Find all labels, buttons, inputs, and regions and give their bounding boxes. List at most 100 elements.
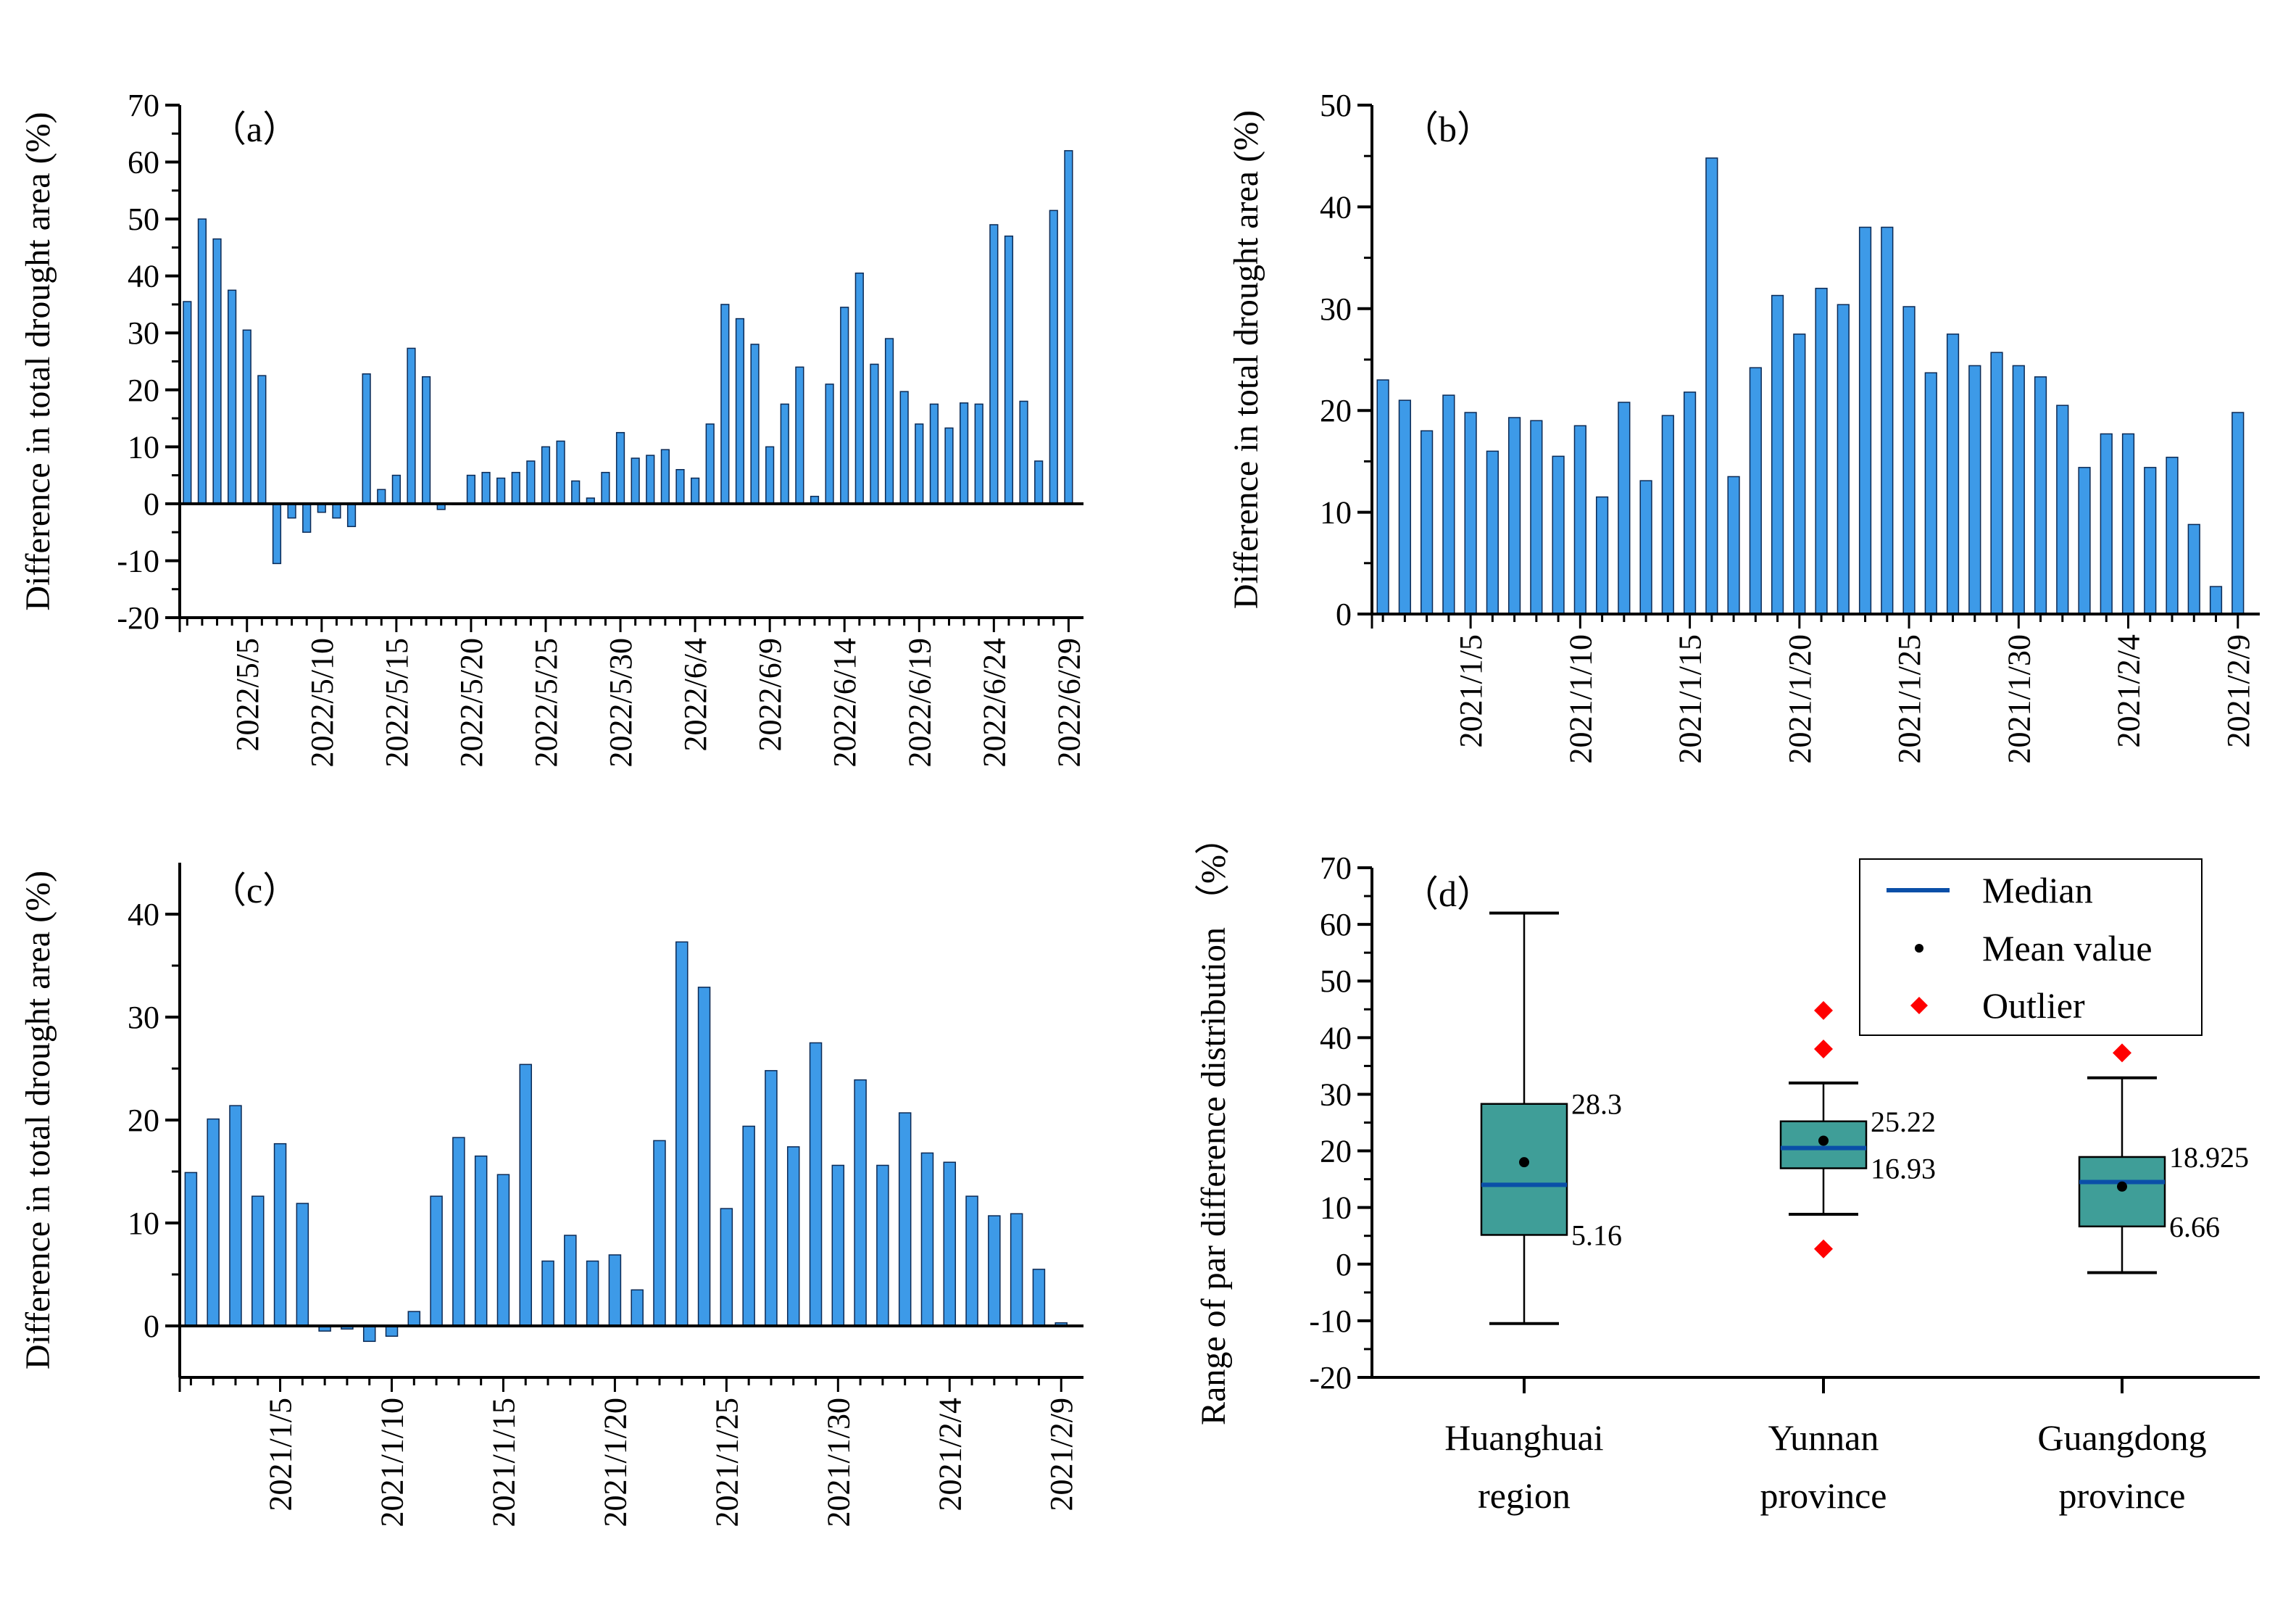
- bar: [765, 446, 775, 505]
- bar: [407, 1311, 421, 1327]
- bar: [229, 1105, 242, 1327]
- bar: [519, 1063, 533, 1327]
- bar: [1032, 1269, 1046, 1327]
- y-tick-label: 30: [1320, 1077, 1352, 1112]
- bar: [556, 440, 565, 505]
- x-tick-label: 2022/6/19: [902, 638, 937, 767]
- bar: [407, 347, 416, 505]
- y-tick-label: 0: [144, 1309, 159, 1344]
- bar: [974, 403, 983, 505]
- x-tick-label: 2021/1/5: [263, 1398, 299, 1511]
- category-label-line2: province: [1760, 1475, 1887, 1516]
- y-tick-label: 30: [128, 315, 159, 351]
- bar: [988, 1215, 1001, 1327]
- y-axis-title: Range of par difference distribution （%）: [1194, 820, 1233, 1425]
- bar: [854, 1079, 867, 1327]
- bar: [920, 1152, 934, 1327]
- bar: [631, 457, 640, 505]
- bar: [346, 503, 357, 528]
- bar: [257, 375, 267, 505]
- y-tick-label: 0: [1336, 597, 1352, 632]
- bar: [646, 455, 655, 505]
- bar: [1464, 412, 1477, 615]
- bar: [272, 503, 282, 565]
- bar: [2078, 467, 2091, 615]
- y-tick-label: 0: [1336, 1247, 1352, 1282]
- x-tick-label: 2021/2/4: [2111, 634, 2147, 747]
- legend-outlier-swatch: [1910, 997, 1928, 1014]
- bar: [1507, 417, 1521, 615]
- x-tick-label: 2021/1/10: [375, 1398, 410, 1527]
- bar: [929, 403, 939, 505]
- bar: [1398, 399, 1411, 615]
- panel-a-bar-chart: -20 -10 0 10 20 30 40 50 60 70 Difference in total…: [19, 88, 1086, 767]
- y-tick-label: 50: [1320, 88, 1352, 123]
- bar: [786, 1146, 800, 1327]
- x-tick-label: 2021/1/20: [597, 1398, 633, 1527]
- bar: [496, 1174, 510, 1327]
- bar: [825, 383, 834, 505]
- category-label-line2: region: [1478, 1475, 1571, 1516]
- y-tick-label: 20: [128, 1103, 159, 1138]
- y-tick-label: 50: [128, 202, 159, 237]
- bar: [660, 449, 670, 505]
- x-tick-label: 2022/6/24: [976, 638, 1012, 767]
- bar: [1442, 394, 1455, 615]
- y-tick-label: 70: [128, 88, 159, 123]
- bar: [228, 289, 237, 505]
- x-tick-label: 2021/1/10: [1563, 634, 1598, 763]
- x-tick-label: 2022/5/10: [304, 638, 340, 767]
- bar: [854, 272, 864, 505]
- bar: [1004, 235, 1014, 505]
- bar: [2166, 457, 2179, 615]
- bar: [1946, 333, 1960, 615]
- bar: [675, 469, 685, 505]
- bar: [742, 1125, 755, 1327]
- bar: [2187, 523, 2200, 615]
- legend: Median Mean value Outlier: [1859, 858, 2203, 1036]
- bar: [207, 1118, 220, 1327]
- bar: [197, 218, 207, 505]
- bar: [675, 941, 689, 1327]
- outlier-marker: [1814, 1000, 1833, 1020]
- bar: [697, 987, 711, 1327]
- y-tick-label: 20: [1320, 393, 1352, 428]
- bar: [273, 1143, 287, 1327]
- bar: [2056, 405, 2069, 615]
- bar: [2100, 433, 2113, 615]
- bar: [541, 1260, 554, 1327]
- y-tick-label: 10: [1320, 1190, 1352, 1226]
- bar: [296, 1203, 309, 1327]
- bar: [251, 1195, 265, 1327]
- q3-label: 25.22: [1871, 1106, 1936, 1138]
- iqr-box: [1480, 1103, 1568, 1236]
- bar: [1530, 420, 1543, 615]
- q1-label: 6.66: [2169, 1211, 2220, 1243]
- bar: [653, 1140, 666, 1327]
- panel-label: （c）: [210, 870, 299, 911]
- y-tick-label: 50: [1320, 963, 1352, 999]
- bar: [795, 366, 804, 505]
- y-tick-label: 40: [128, 897, 159, 932]
- bar: [809, 1042, 823, 1327]
- bar: [840, 307, 849, 505]
- bar: [242, 329, 251, 505]
- y-tick-label: -20: [1309, 1360, 1352, 1396]
- q3-label: 18.925: [2169, 1141, 2249, 1174]
- y-tick-label: 70: [1320, 850, 1352, 886]
- bar: [1639, 480, 1652, 615]
- y-axis-title: Difference in total drought area (%): [19, 871, 57, 1369]
- x-tick-label: 2021/1/25: [1892, 634, 1927, 763]
- panel-c-bar-chart: 0 10 20 30 40 Difference in total drought are…: [19, 863, 1083, 1527]
- y-tick-label: 20: [1320, 1134, 1352, 1169]
- x-tick-label: 2021/2/4: [932, 1398, 968, 1511]
- bar: [870, 363, 879, 505]
- y-tick-label: 0: [144, 486, 159, 522]
- bar: [1683, 391, 1697, 615]
- bar: [899, 391, 909, 505]
- category-label-line2: province: [2059, 1475, 2186, 1516]
- bar: [780, 403, 789, 505]
- x-tick-label: 2022/5/25: [528, 638, 564, 767]
- iqr-box: [2078, 1156, 2166, 1228]
